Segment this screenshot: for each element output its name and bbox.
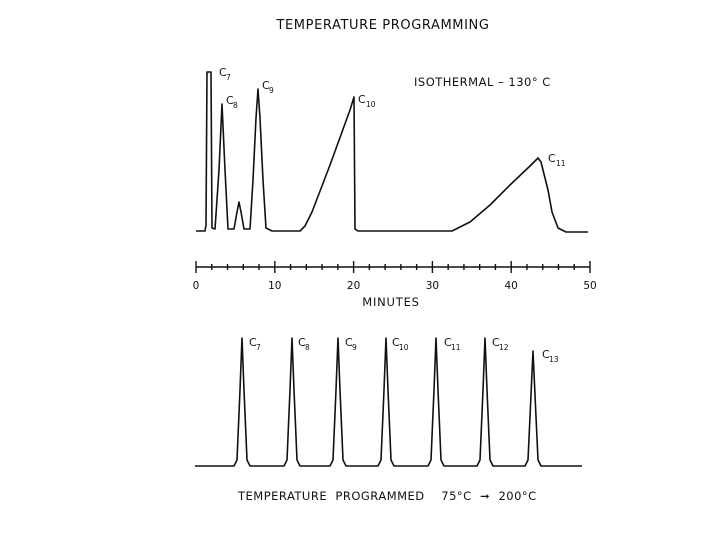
programmed-trace [195,337,582,467]
peak-label-subscript: 10 [366,100,376,109]
peak-label-base: C [345,336,353,349]
peak-label-subscript: 9 [352,343,357,352]
peak-label-base: C [226,94,234,107]
isothermal-chromatogram: ISOTHERMAL – 130° C C 7 C 8 C 9 C 10 C 1… [196,66,588,233]
peak-label-subscript: 7 [256,343,261,352]
programmed-peak-label-c13: C 13 [542,348,559,364]
peak-label-subscript: 9 [269,86,274,95]
programmed-peak-label-c11: C 11 [444,336,461,352]
peak-label-subscript: 8 [305,343,310,352]
peak-label-base: C [262,79,270,92]
peak-label-base: C [392,336,400,349]
peak-label-base: C [298,336,306,349]
isothermal-peak-label-c7: C 7 [219,66,231,82]
peak-label-base: C [548,152,556,165]
programmed-condition-label: TEMPERATURE PROGRAMMED 75°C ➞ 200°C [237,489,537,503]
peak-label-base: C [358,93,366,106]
programmed-peak-label-c12: C 12 [492,336,509,352]
programmed-peak-label-c10: C 10 [392,336,409,352]
tick-label: 40 [505,280,518,292]
programmed-peak-label-c8: C 8 [298,336,310,352]
time-axis-title: MINUTES [362,295,420,309]
peak-label-subscript: 10 [399,343,409,352]
peak-label-base: C [444,336,452,349]
peak-label-base: C [492,336,500,349]
peak-label-subscript: 7 [226,73,231,82]
isothermal-peak-label-c10: C 10 [358,93,376,109]
tick-label: 0 [193,280,200,292]
isothermal-peak-label-c9: C 9 [262,79,274,95]
figure-title: TEMPERATURE PROGRAMMING [275,18,489,33]
peak-label-subscript: 11 [451,343,461,352]
peak-label-base: C [249,336,257,349]
isothermal-peak-label-c8: C 8 [226,94,238,110]
isothermal-condition-label: ISOTHERMAL – 130° C [414,75,551,89]
time-axis-major-ticks: 0 10 20 30 40 50 [193,261,597,292]
tick-label: 20 [347,280,360,292]
programmed-peak-label-c9: C 9 [345,336,357,352]
tick-label: 30 [426,280,439,292]
isothermal-peak-label-c11: C 11 [548,152,566,168]
programmed-peak-label-c7: C 7 [249,336,261,352]
peak-label-base: C [542,348,550,361]
peak-label-subscript: 13 [549,355,559,364]
peak-label-subscript: 8 [233,101,238,110]
peak-label-subscript: 12 [499,343,509,352]
time-axis-minor-ticks [211,264,575,270]
tick-label: 50 [583,280,596,292]
isothermal-trace [196,71,588,233]
time-axis: 0 10 20 30 40 50 MINUTES [193,261,597,309]
programmed-chromatogram: C 7 C 8 C 9 C 10 C 11 C 12 C 13 TEMPERAT… [195,336,582,503]
peak-label-base: C [219,66,227,79]
tick-label: 10 [268,280,281,292]
peak-label-subscript: 11 [556,159,566,168]
